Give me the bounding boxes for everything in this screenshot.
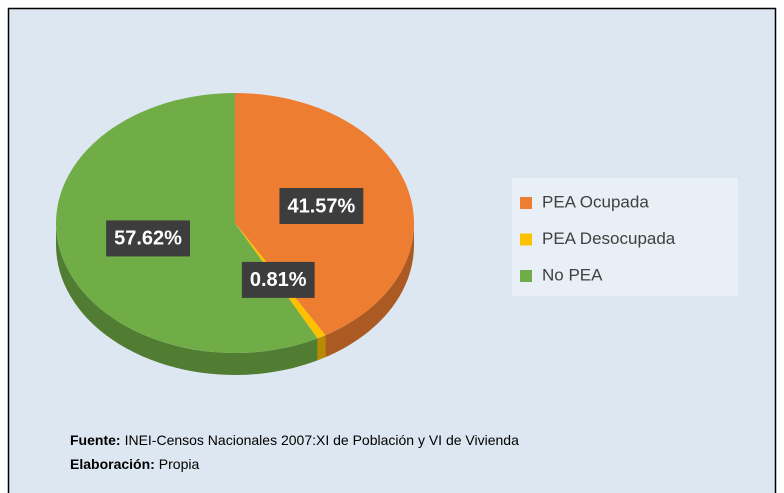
slice-side bbox=[56, 223, 318, 375]
note: Elaboración: Propia bbox=[70, 456, 199, 472]
legend-label: PEA Desocupada bbox=[542, 229, 676, 248]
frame bbox=[7, 7, 777, 493]
data-label: 41.57% bbox=[287, 195, 355, 217]
notes: Fuente: INEI-Censos Nacionales 2007:XI de… bbox=[70, 432, 519, 472]
slice-side bbox=[317, 335, 326, 361]
note-label: Elaboración: bbox=[70, 456, 155, 472]
label-box bbox=[241, 261, 315, 298]
note-text: Propia bbox=[159, 456, 200, 472]
legend-swatch bbox=[520, 197, 532, 209]
legend-label: No PEA bbox=[542, 265, 603, 284]
legend-label: PEA Ocupada bbox=[542, 192, 649, 211]
data-label: 0.81% bbox=[250, 269, 307, 291]
legend-swatch bbox=[520, 270, 532, 282]
legend: PEA Ocupada PEA Desocupada No PEA bbox=[520, 192, 676, 284]
note: Fuente: INEI-Censos Nacionales 2007:XI de… bbox=[70, 432, 519, 448]
note-label: Fuente: bbox=[70, 432, 121, 448]
legend-box bbox=[512, 178, 738, 296]
note-text: INEI-Censos Nacionales 2007:XI de Poblac… bbox=[125, 432, 520, 448]
slice-side bbox=[325, 223, 414, 358]
label-box bbox=[106, 220, 190, 257]
legend-swatch bbox=[520, 233, 532, 246]
data-labels: 41.57% 0.81% 57.62% bbox=[106, 187, 364, 298]
data-label: 57.62% bbox=[114, 228, 182, 250]
label-box bbox=[279, 187, 364, 224]
